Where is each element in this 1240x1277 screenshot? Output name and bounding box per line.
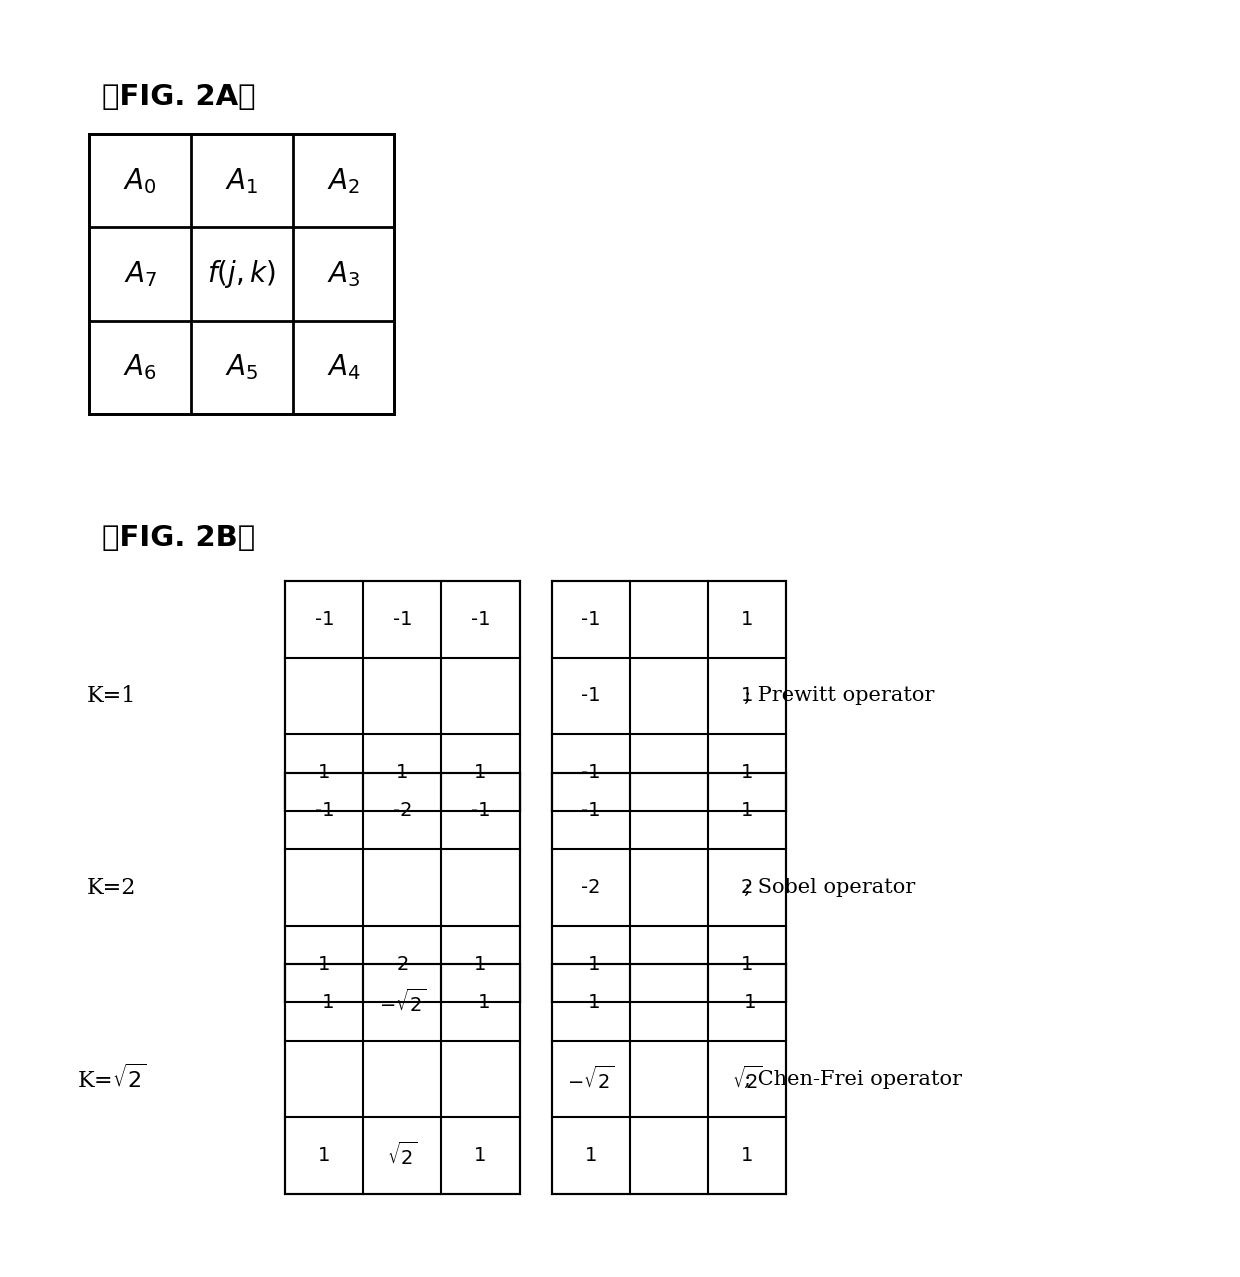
Text: 《FIG. 2A》: 《FIG. 2A》 bbox=[102, 83, 255, 111]
Text: 《FIG. 2B》: 《FIG. 2B》 bbox=[102, 524, 255, 552]
Bar bbox=[285, 773, 520, 1002]
Text: $\sqrt{2}$: $\sqrt{2}$ bbox=[732, 1065, 763, 1093]
Text: 2: 2 bbox=[742, 879, 753, 896]
Text: -1: -1 bbox=[582, 610, 600, 628]
Text: $\mathit{A}_2$: $\mathit{A}_2$ bbox=[327, 166, 360, 195]
Text: -1: -1 bbox=[738, 994, 756, 1011]
Text: ; Sobel operator: ; Sobel operator bbox=[744, 879, 915, 896]
Text: $\mathit{A}_7$: $\mathit{A}_7$ bbox=[124, 259, 156, 289]
Text: ; Prewitt operator: ; Prewitt operator bbox=[744, 687, 935, 705]
Text: $-\sqrt{2}$: $-\sqrt{2}$ bbox=[568, 1065, 614, 1093]
Text: -1: -1 bbox=[315, 994, 334, 1011]
Text: 1: 1 bbox=[742, 687, 753, 705]
Text: $\mathit{A}_6$: $\mathit{A}_6$ bbox=[123, 352, 157, 382]
Text: $f(j,k)$: $f(j,k)$ bbox=[207, 258, 277, 290]
Bar bbox=[552, 581, 786, 811]
Text: 2: 2 bbox=[397, 955, 408, 973]
Text: K=1: K=1 bbox=[87, 684, 136, 707]
Bar bbox=[285, 964, 520, 1194]
Text: $\mathit{A}_3$: $\mathit{A}_3$ bbox=[327, 259, 360, 289]
Text: -1: -1 bbox=[315, 802, 334, 820]
Text: -1: -1 bbox=[582, 764, 600, 782]
Text: -1: -1 bbox=[393, 610, 412, 628]
Text: $-\sqrt{2}$: $-\sqrt{2}$ bbox=[379, 988, 425, 1016]
Text: 1: 1 bbox=[742, 1147, 753, 1165]
Text: 1: 1 bbox=[742, 610, 753, 628]
Text: 1: 1 bbox=[742, 955, 753, 973]
Text: -1: -1 bbox=[471, 802, 490, 820]
Text: -1: -1 bbox=[582, 955, 600, 973]
Text: 1: 1 bbox=[319, 1147, 330, 1165]
Text: -2: -2 bbox=[582, 879, 600, 896]
Text: -2: -2 bbox=[393, 802, 412, 820]
Text: 1: 1 bbox=[319, 955, 330, 973]
Text: K=2: K=2 bbox=[87, 876, 136, 899]
Text: -1: -1 bbox=[315, 610, 334, 628]
Text: ; Chen-Frei operator: ; Chen-Frei operator bbox=[744, 1070, 962, 1088]
Text: 1: 1 bbox=[475, 955, 486, 973]
Text: -1: -1 bbox=[582, 802, 600, 820]
Text: 1: 1 bbox=[475, 1147, 486, 1165]
Text: $\mathit{A}_4$: $\mathit{A}_4$ bbox=[326, 352, 361, 382]
Text: $\sqrt{2}$: $\sqrt{2}$ bbox=[387, 1142, 418, 1170]
Bar bbox=[552, 773, 786, 1002]
Text: $\mathit{A}_0$: $\mathit{A}_0$ bbox=[124, 166, 156, 195]
Bar bbox=[285, 581, 520, 811]
Text: 1: 1 bbox=[742, 802, 753, 820]
Text: -1: -1 bbox=[582, 687, 600, 705]
Text: $\mathit{A}_5$: $\mathit{A}_5$ bbox=[226, 352, 258, 382]
Text: -1: -1 bbox=[471, 610, 490, 628]
Text: 1: 1 bbox=[585, 1147, 596, 1165]
Bar bbox=[89, 134, 394, 414]
Text: 1: 1 bbox=[475, 764, 486, 782]
Text: -1: -1 bbox=[582, 994, 600, 1011]
Text: -1: -1 bbox=[471, 994, 490, 1011]
Text: K=$\sqrt{2}$: K=$\sqrt{2}$ bbox=[77, 1065, 146, 1093]
Text: 1: 1 bbox=[319, 764, 330, 782]
Text: 1: 1 bbox=[742, 764, 753, 782]
Text: 1: 1 bbox=[397, 764, 408, 782]
Bar bbox=[552, 964, 786, 1194]
Text: $\mathit{A}_1$: $\mathit{A}_1$ bbox=[226, 166, 258, 195]
